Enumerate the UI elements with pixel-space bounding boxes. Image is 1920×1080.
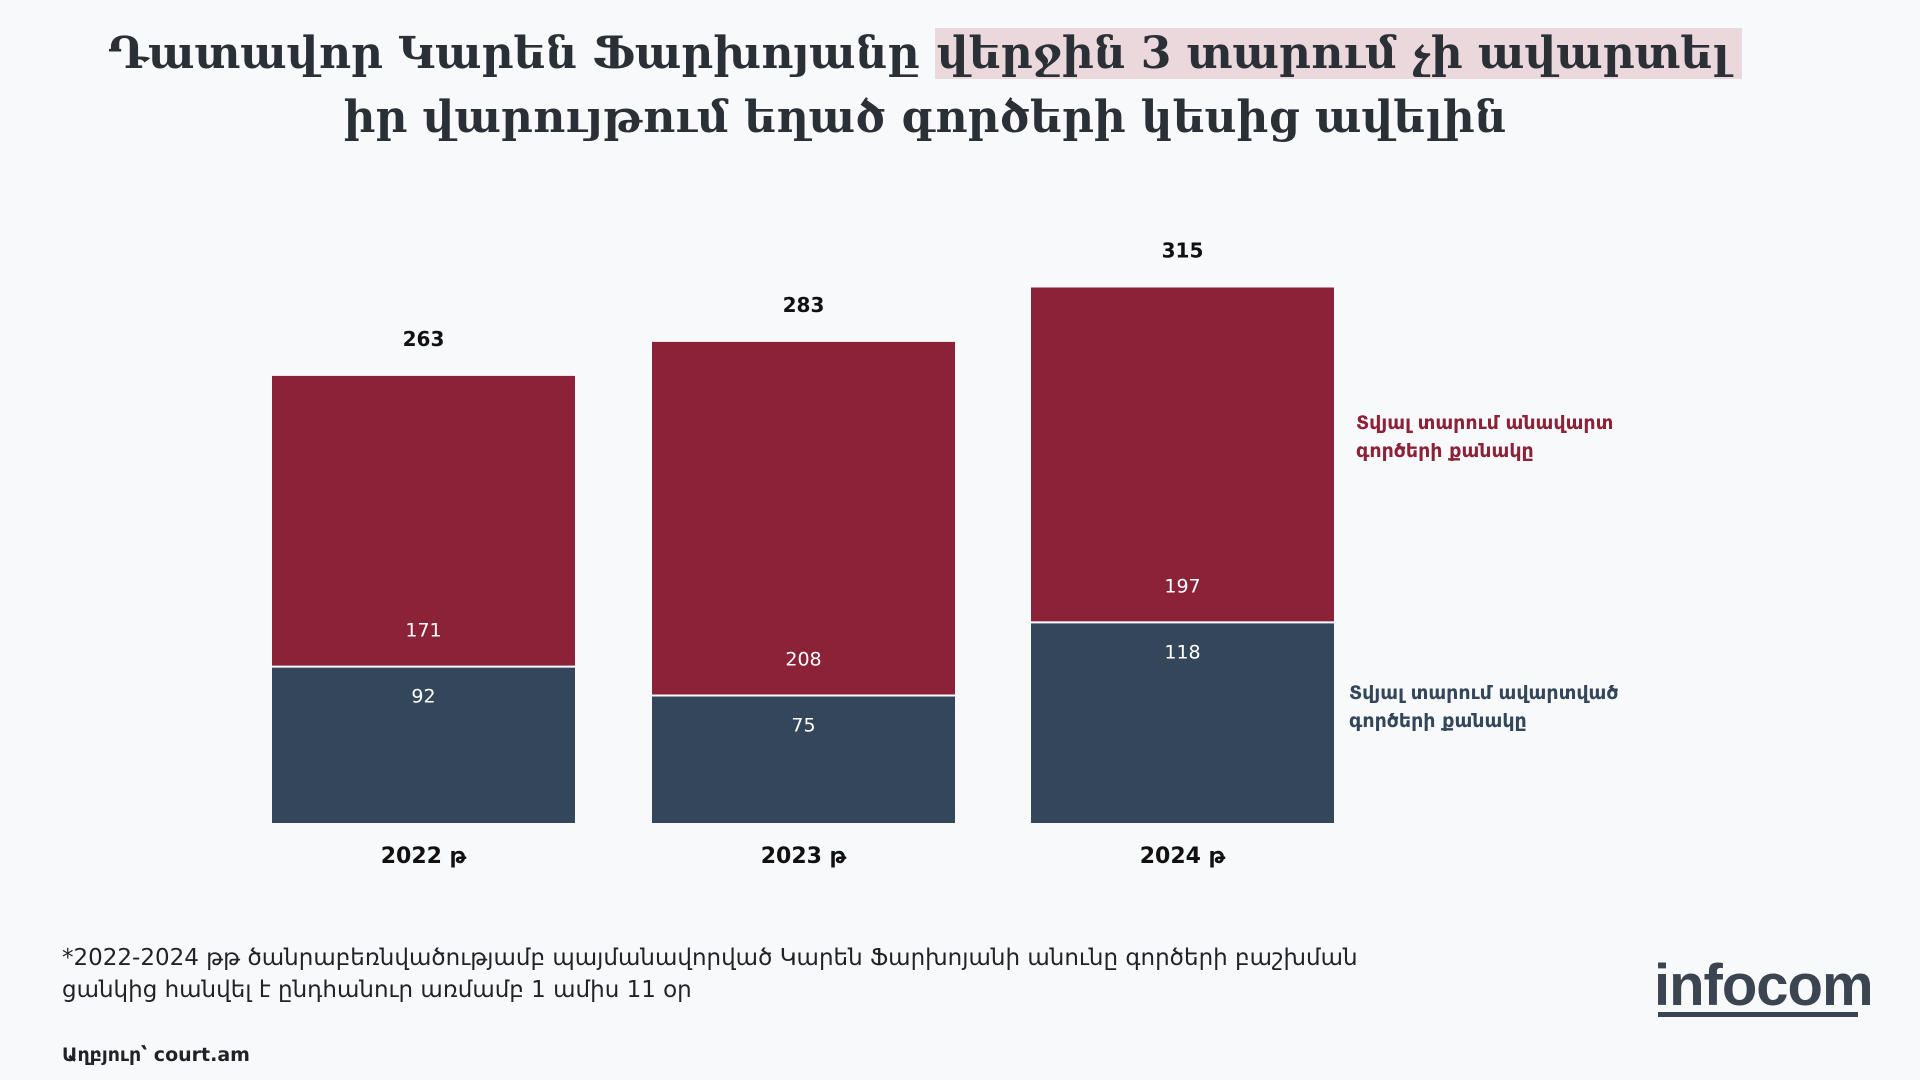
label-total-1: 283 — [783, 293, 825, 317]
x-tick-label-1: 2023 թ — [761, 844, 847, 869]
label-finished-0: 92 — [411, 686, 435, 708]
source-note: Աղբյուր՝ court.am — [62, 1044, 250, 1066]
label-unfinished-2: 197 — [1164, 575, 1200, 597]
label-total-2: 315 — [1162, 239, 1204, 263]
label-total-0: 263 — [403, 327, 445, 351]
stacked-bar-chart: 92 171 263 2022 թ 75 208 283 2023 թ 118 197 315 202… — [272, 239, 1334, 869]
label-finished-2: 118 — [1164, 641, 1200, 663]
title-highlight: վերջին 3 տարում չի ավարտել — [934, 28, 1742, 79]
footnote: *2022-2024 թթ ծանրաբեռնվածությամբ պայման… — [62, 945, 1358, 1003]
label-finished-1: 75 — [791, 715, 815, 737]
legend-finished: Տվյալ տարում ավարտված գործերի քանակը — [1349, 682, 1619, 732]
bar-unfinished-0 — [272, 375, 575, 667]
label-unfinished-0: 171 — [405, 620, 441, 642]
infocom-logo: infocom — [1654, 953, 1874, 1018]
bar-unfinished-1 — [652, 341, 955, 696]
title-part-1: Դատավոր Կարեն Ֆարխոյանը — [108, 28, 920, 79]
bar-finished-2 — [1031, 622, 1334, 823]
legend-unfinished: Տվյալ տարում անավարտ գործերի քանակը — [1356, 412, 1614, 462]
chart-title: Դատավոր Կարեն Ֆարխոյանը վերջին 3 տարում … — [0, 22, 1850, 150]
label-unfinished-1: 208 — [785, 649, 821, 671]
title-line-1: Դատավոր Կարեն Ֆարխոյանը վերջին 3 տարում … — [0, 22, 1850, 86]
bar-finished-1 — [652, 695, 955, 823]
bar-finished-0 — [272, 666, 575, 823]
logo-underline — [1658, 1012, 1858, 1017]
x-tick-label-2: 2024 թ — [1140, 844, 1226, 869]
title-line-2: իր վարույթում եղած գործերի կեսից ավելին — [343, 92, 1507, 143]
bar-unfinished-2 — [1031, 287, 1334, 623]
x-tick-label-0: 2022 թ — [381, 844, 467, 869]
